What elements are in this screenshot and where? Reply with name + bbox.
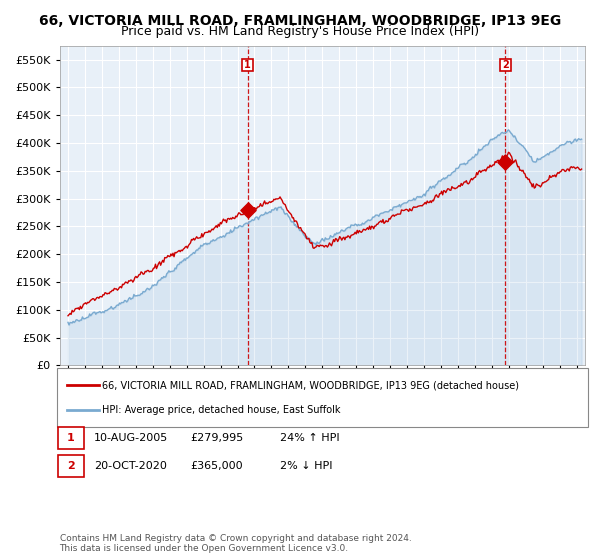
Text: 1: 1 bbox=[67, 433, 75, 443]
Text: Contains HM Land Registry data © Crown copyright and database right 2024.
This d: Contains HM Land Registry data © Crown c… bbox=[59, 534, 411, 553]
Text: 66, VICTORIA MILL ROAD, FRAMLINGHAM, WOODBRIDGE, IP13 9EG: 66, VICTORIA MILL ROAD, FRAMLINGHAM, WOO… bbox=[39, 14, 561, 28]
Text: 2% ↓ HPI: 2% ↓ HPI bbox=[280, 461, 333, 471]
Text: 2: 2 bbox=[67, 461, 75, 471]
Point bbox=[243, 205, 253, 214]
Text: 20-OCT-2020: 20-OCT-2020 bbox=[94, 461, 167, 471]
Text: 66, VICTORIA MILL ROAD, FRAMLINGHAM, WOODBRIDGE, IP13 9EG (detached house): 66, VICTORIA MILL ROAD, FRAMLINGHAM, WOO… bbox=[101, 380, 518, 390]
Text: £279,995: £279,995 bbox=[190, 433, 244, 443]
Point bbox=[500, 158, 510, 167]
Text: 1: 1 bbox=[244, 60, 251, 69]
Text: HPI: Average price, detached house, East Suffolk: HPI: Average price, detached house, East… bbox=[101, 405, 340, 415]
FancyBboxPatch shape bbox=[242, 59, 253, 71]
Text: 10-AUG-2005: 10-AUG-2005 bbox=[94, 433, 169, 443]
Text: £365,000: £365,000 bbox=[190, 461, 243, 471]
Text: 24% ↑ HPI: 24% ↑ HPI bbox=[280, 433, 340, 443]
FancyBboxPatch shape bbox=[500, 59, 511, 71]
Text: Price paid vs. HM Land Registry's House Price Index (HPI): Price paid vs. HM Land Registry's House … bbox=[121, 25, 479, 38]
Text: 2: 2 bbox=[502, 60, 509, 69]
